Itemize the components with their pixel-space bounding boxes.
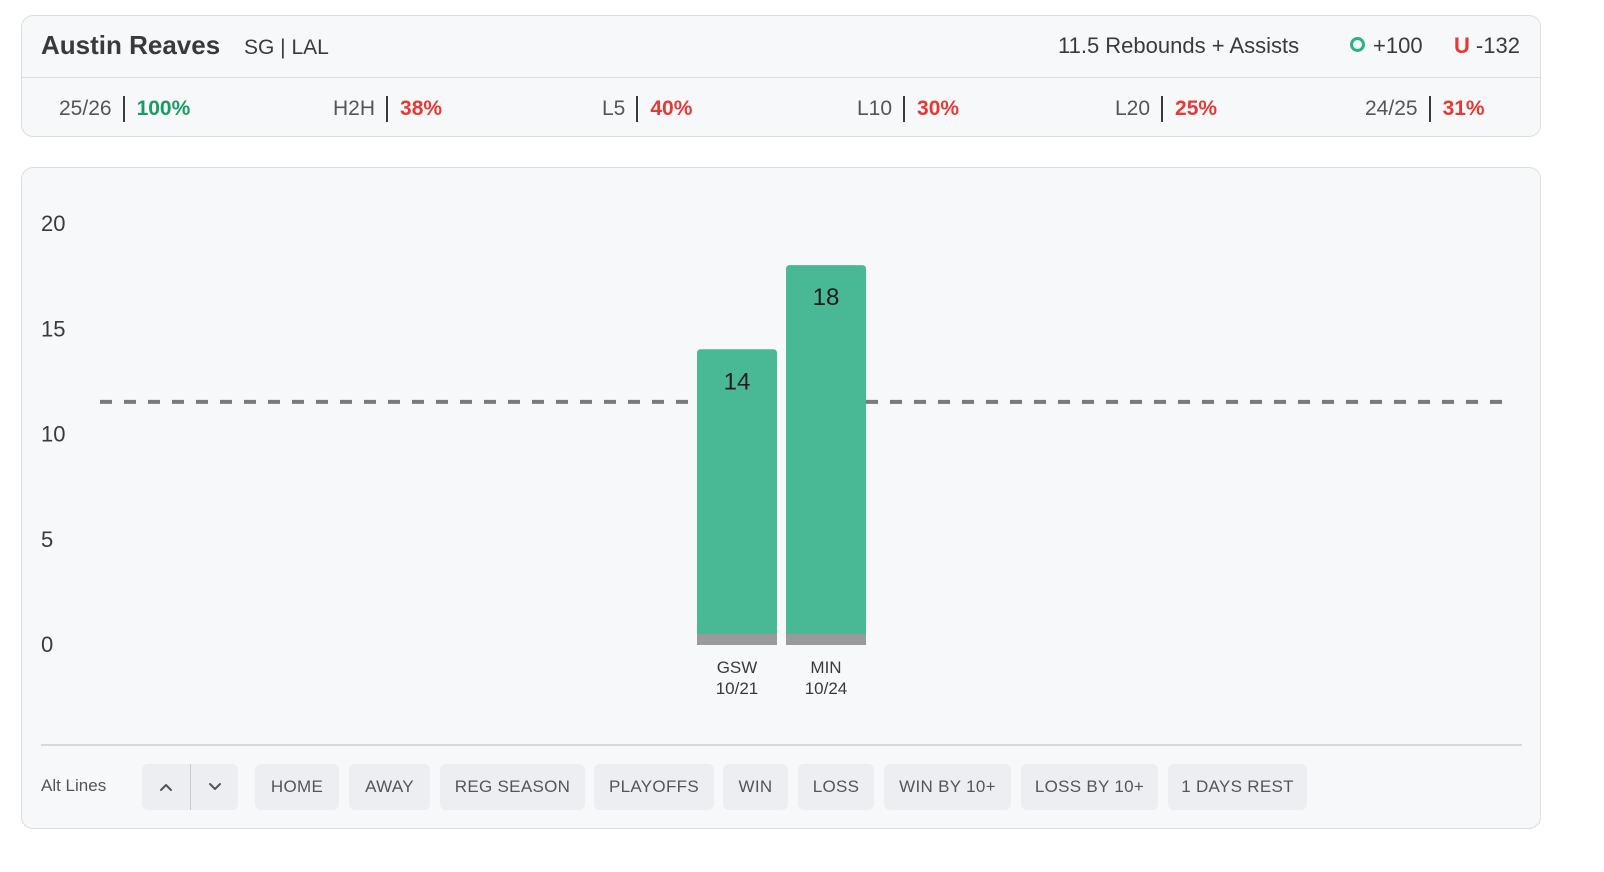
prop-line: 11.5 Rebounds + Assists	[1058, 33, 1300, 58]
divider	[41, 744, 1522, 746]
filter-loss-by-10[interactable]: LOSS BY 10+	[1021, 764, 1158, 810]
stat-season[interactable]: 25/26 100%	[59, 95, 190, 123]
stat-l5[interactable]: L5 40%	[602, 95, 692, 123]
alt-line-down-button[interactable]	[190, 764, 238, 810]
stat-label: L5	[602, 96, 639, 122]
filter-home[interactable]: HOME	[255, 764, 339, 810]
bar-value-label: 14	[724, 368, 751, 395]
filter-away[interactable]: AWAY	[349, 764, 430, 810]
under-odds-value: -132	[1475, 33, 1520, 58]
bar	[697, 349, 777, 644]
alt-line-up-button[interactable]	[142, 764, 190, 810]
filter-loss[interactable]: LOSS	[798, 764, 874, 810]
player-position-team: SG | LAL	[244, 36, 329, 59]
x-tick-date: 10/24	[805, 679, 848, 698]
stat-value: 38%	[400, 97, 443, 120]
stat-value: 100%	[136, 97, 191, 120]
bar	[786, 265, 866, 644]
stat-label: L20	[1115, 96, 1164, 122]
bar-base	[786, 634, 866, 645]
under-letter-icon: U	[1454, 33, 1470, 58]
y-tick-label: 5	[41, 527, 53, 552]
chevron-down-icon	[208, 783, 221, 790]
bar-value-label: 18	[813, 284, 840, 311]
under-odds-button[interactable]: U -132	[1454, 33, 1520, 59]
over-odds-value: +100	[1373, 33, 1423, 58]
over-circle-icon	[1350, 37, 1365, 52]
stat-h2h[interactable]: H2H 38%	[333, 95, 442, 123]
stat-label: H2H	[333, 96, 389, 122]
game-log-chart-card: 0 5 10 15 20 14 GSW 10/21 18 MIN 10/24 Alt Lines H…	[21, 167, 1541, 829]
header-top-row: Austin Reaves SG | LAL 11.5 Rebounds + A…	[22, 16, 1540, 78]
x-tick-date: 10/21	[716, 679, 759, 698]
chevron-up-icon	[160, 784, 172, 791]
stat-value: 30%	[917, 97, 960, 120]
stat-value: 40%	[650, 97, 693, 120]
alt-lines-label: Alt Lines	[41, 776, 107, 795]
x-tick-opponent: GSW	[717, 658, 758, 677]
filter-win[interactable]: WIN	[723, 764, 788, 810]
player-name: Austin Reaves	[41, 30, 221, 60]
alt-lines-stepper	[142, 764, 238, 810]
player-prop-header: Austin Reaves SG | LAL 11.5 Rebounds + A…	[21, 15, 1541, 137]
hit-rate-stats: 25/26 100% H2H 38% L5 40% L10 30% L20 25…	[22, 78, 1540, 136]
y-tick-label: 20	[41, 211, 65, 236]
filter-days-rest[interactable]: 1 DAYS REST	[1168, 764, 1307, 810]
y-tick-label: 10	[41, 422, 65, 447]
over-odds-button[interactable]: +100	[1350, 33, 1423, 59]
stat-last-season[interactable]: 24/25 31%	[1365, 95, 1485, 123]
filter-reg-season[interactable]: REG SEASON	[440, 764, 585, 810]
y-tick-label: 0	[41, 632, 53, 657]
stat-value: 25%	[1175, 97, 1218, 120]
game-log-bar-chart: 0 5 10 15 20 14 GSW 10/21 18 MIN 10/24	[41, 211, 1512, 698]
filter-win-by-10[interactable]: WIN BY 10+	[884, 764, 1011, 810]
stat-label: L10	[857, 96, 906, 122]
filter-playoffs[interactable]: PLAYOFFS	[594, 764, 714, 810]
stat-l10[interactable]: L10 30%	[857, 95, 959, 123]
stat-value: 31%	[1442, 97, 1485, 120]
stat-l20[interactable]: L20 25%	[1115, 95, 1217, 123]
stat-label: 25/26	[59, 96, 125, 122]
y-tick-label: 15	[41, 316, 65, 341]
x-tick-opponent: MIN	[810, 658, 841, 677]
bar-base	[697, 634, 777, 645]
stat-label: 24/25	[1365, 96, 1431, 122]
